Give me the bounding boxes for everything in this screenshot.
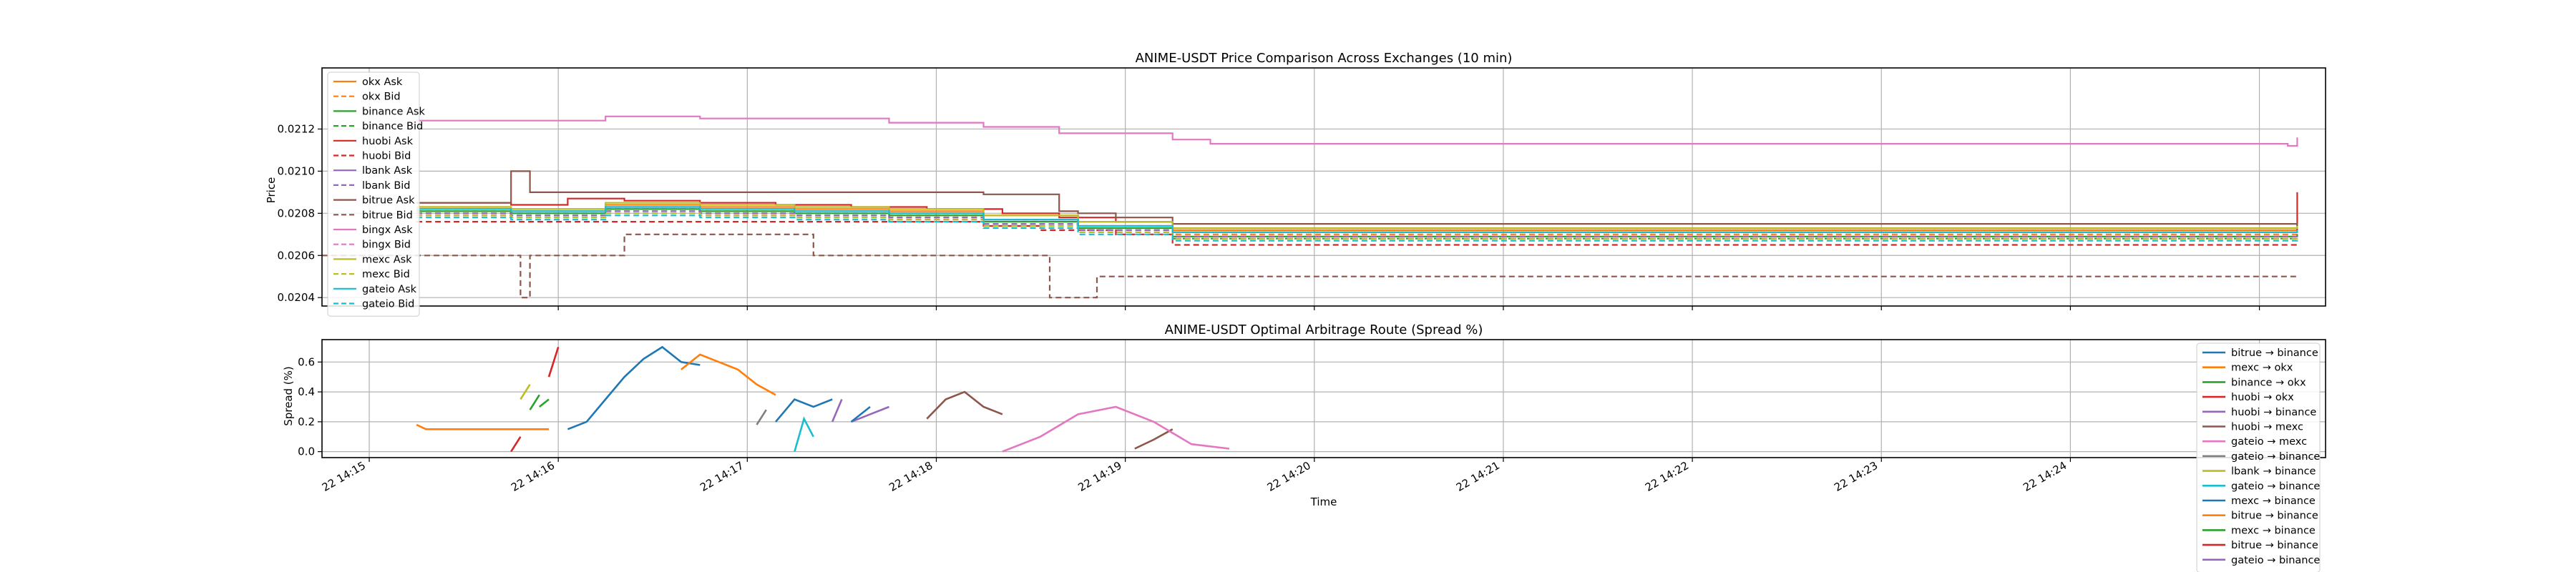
spread-line-bitrue-binance	[510, 436, 522, 453]
spread-legend-label: gateio → binance	[2231, 555, 2320, 566]
price-line-lbank-bid	[416, 210, 2298, 237]
spread-y-tick-label: 0.0	[298, 445, 315, 458]
spread-legend-label: bitrue → binance	[2231, 347, 2318, 359]
price-legend-box	[327, 72, 420, 317]
spread-line-huobi-binance	[851, 405, 889, 423]
price-legend-label: okx Ask	[362, 77, 403, 88]
price-line-mexc-bid	[416, 212, 2298, 240]
spread-line-bitrue-binance	[416, 423, 549, 430]
spread-chart-series	[416, 345, 1230, 453]
spread-chart-ticks: 22 14:15 22 14:16 22 14:17 22 14:18 22 14:19…	[298, 355, 2260, 494]
price-legend-label: binance Ask	[362, 106, 425, 117]
price-legend-label: bingx Bid	[362, 240, 411, 251]
spread-line-bitrue-binance	[567, 345, 701, 430]
price-line-huobi-bid	[416, 221, 2298, 246]
price-line-bitrue-bid	[322, 233, 2298, 299]
spread-chart-title: ANIME-USDT Optimal Arbitrage Route (Spre…	[1165, 322, 1483, 337]
price-legend-label: okx Bid	[362, 92, 401, 103]
spread-x-tick-label: 22 14:21	[1454, 459, 1502, 494]
spread-x-tick-label: 22 14:15	[320, 459, 368, 494]
spread-legend-label: huobi → mexc	[2231, 422, 2303, 433]
price-y-tick-label: 0.0206	[278, 249, 316, 262]
spread-line-mexc-binance	[850, 405, 871, 423]
spread-legend-box	[2196, 342, 2321, 572]
spread-legend-label: mexc → okx	[2231, 363, 2293, 374]
price-legend-label: binance Bid	[362, 121, 423, 132]
spread-legend-label: huobi → binance	[2231, 407, 2316, 418]
spread-legend-label: lbank → binance	[2231, 466, 2316, 478]
price-line-bingx-ask	[416, 115, 2298, 147]
price-chart-legend: okx Ask okx Bid binance Ask binance Bid huob…	[327, 72, 425, 317]
spread-line-gateio-binance	[831, 398, 843, 423]
price-chart-grid	[322, 68, 2326, 306]
price-chart-ylabel: Price	[265, 177, 278, 204]
spread-legend-label: gateio → binance	[2231, 480, 2320, 492]
price-y-tick-label: 0.0212	[278, 122, 316, 135]
spread-legend-label: mexc → binance	[2231, 525, 2316, 536]
price-legend-label: bitrue Ask	[362, 195, 415, 207]
spread-y-tick-label: 0.6	[298, 355, 315, 368]
price-y-tick-label: 0.0204	[278, 291, 316, 304]
price-legend-label: bingx Ask	[362, 225, 413, 236]
price-chart-ticks: 0.0204 0.0206 0.0208 0.0210 0.0212	[278, 122, 2260, 310]
price-legend-label: huobi Ask	[362, 136, 414, 147]
spread-line-mexc-binance	[538, 398, 550, 408]
spread-legend-label: huobi → okx	[2231, 392, 2294, 403]
price-legend-label: mexc Ask	[362, 254, 412, 265]
price-y-tick-label: 0.0210	[278, 164, 316, 177]
spread-line-gateio-binance	[756, 409, 767, 425]
spread-legend-label: binance → okx	[2231, 377, 2306, 388]
spread-legend-label: gateio → binance	[2231, 451, 2320, 463]
price-legend-label: huobi Bid	[362, 151, 411, 162]
spread-y-tick-label: 0.2	[298, 415, 315, 428]
spread-x-tick-label: 22 14:19	[1076, 459, 1124, 494]
price-line-bitrue-ask	[416, 170, 2298, 226]
price-legend-label: mexc Bid	[362, 269, 410, 280]
spread-x-tick-label: 22 14:18	[887, 459, 935, 494]
spread-chart-grid	[322, 340, 2326, 458]
price-line-huobi-ask	[416, 192, 2298, 233]
spread-line-gateio-binance	[794, 416, 814, 452]
spread-line-bitrue-binance	[775, 398, 833, 423]
spread-legend-label: bitrue → binance	[2231, 511, 2318, 522]
spread-x-tick-label: 22 14:22	[1643, 459, 1691, 494]
spread-y-tick-label: 0.4	[298, 385, 315, 398]
spread-chart-ylabel: Spread (%)	[282, 366, 295, 426]
spread-line-lbank-binance	[519, 384, 531, 400]
spread-chart-legend: bitrue → binance mexc → okx binance → okx h…	[2196, 342, 2321, 572]
price-y-tick-label: 0.0208	[278, 207, 316, 220]
price-legend-label: lbank Ask	[362, 165, 413, 177]
spread-legend-label: gateio → mexc	[2231, 436, 2307, 448]
spread-legend-label: mexc → binance	[2231, 495, 2316, 507]
price-legend-label: lbank Bid	[362, 180, 411, 192]
spread-x-tick-label: 22 14:23	[1832, 459, 1880, 494]
spread-chart-frame	[321, 339, 2326, 458]
spread-chart: ANIME-USDT Optimal Arbitrage Route (Spre…	[282, 322, 2326, 572]
spread-line-binance-okx	[529, 394, 540, 410]
spread-line-mexc-okx	[680, 353, 776, 396]
spread-legend-label: bitrue → binance	[2231, 540, 2318, 551]
spread-x-tick-label: 22 14:24	[2021, 459, 2069, 494]
price-line-gateio-ask	[416, 206, 2298, 233]
spread-line-huobi-mexc	[926, 390, 1003, 420]
price-chart: ANIME-USDT Price Comparison Across Excha…	[265, 51, 2326, 317]
spread-chart-xlabel: Time	[1310, 495, 1337, 508]
price-chart-frame	[321, 67, 2326, 307]
spread-x-tick-label: 22 14:20	[1265, 459, 1313, 494]
price-chart-title: ANIME-USDT Price Comparison Across Excha…	[1136, 51, 1513, 66]
spread-x-tick-label: 22 14:16	[509, 459, 557, 494]
spread-line-huobi-mexc	[1134, 428, 1174, 450]
spread-line-huobi-okx	[547, 347, 560, 378]
price-legend-label: gateio Ask	[362, 284, 417, 295]
price-legend-label: gateio Bid	[362, 299, 414, 310]
spread-line-gateio-mexc	[1002, 405, 1230, 453]
spread-x-tick-label: 22 14:17	[698, 459, 746, 494]
price-line-gateio-bid	[416, 214, 2298, 242]
price-legend-label: bitrue Bid	[362, 209, 413, 221]
price-chart-series	[322, 115, 2298, 299]
